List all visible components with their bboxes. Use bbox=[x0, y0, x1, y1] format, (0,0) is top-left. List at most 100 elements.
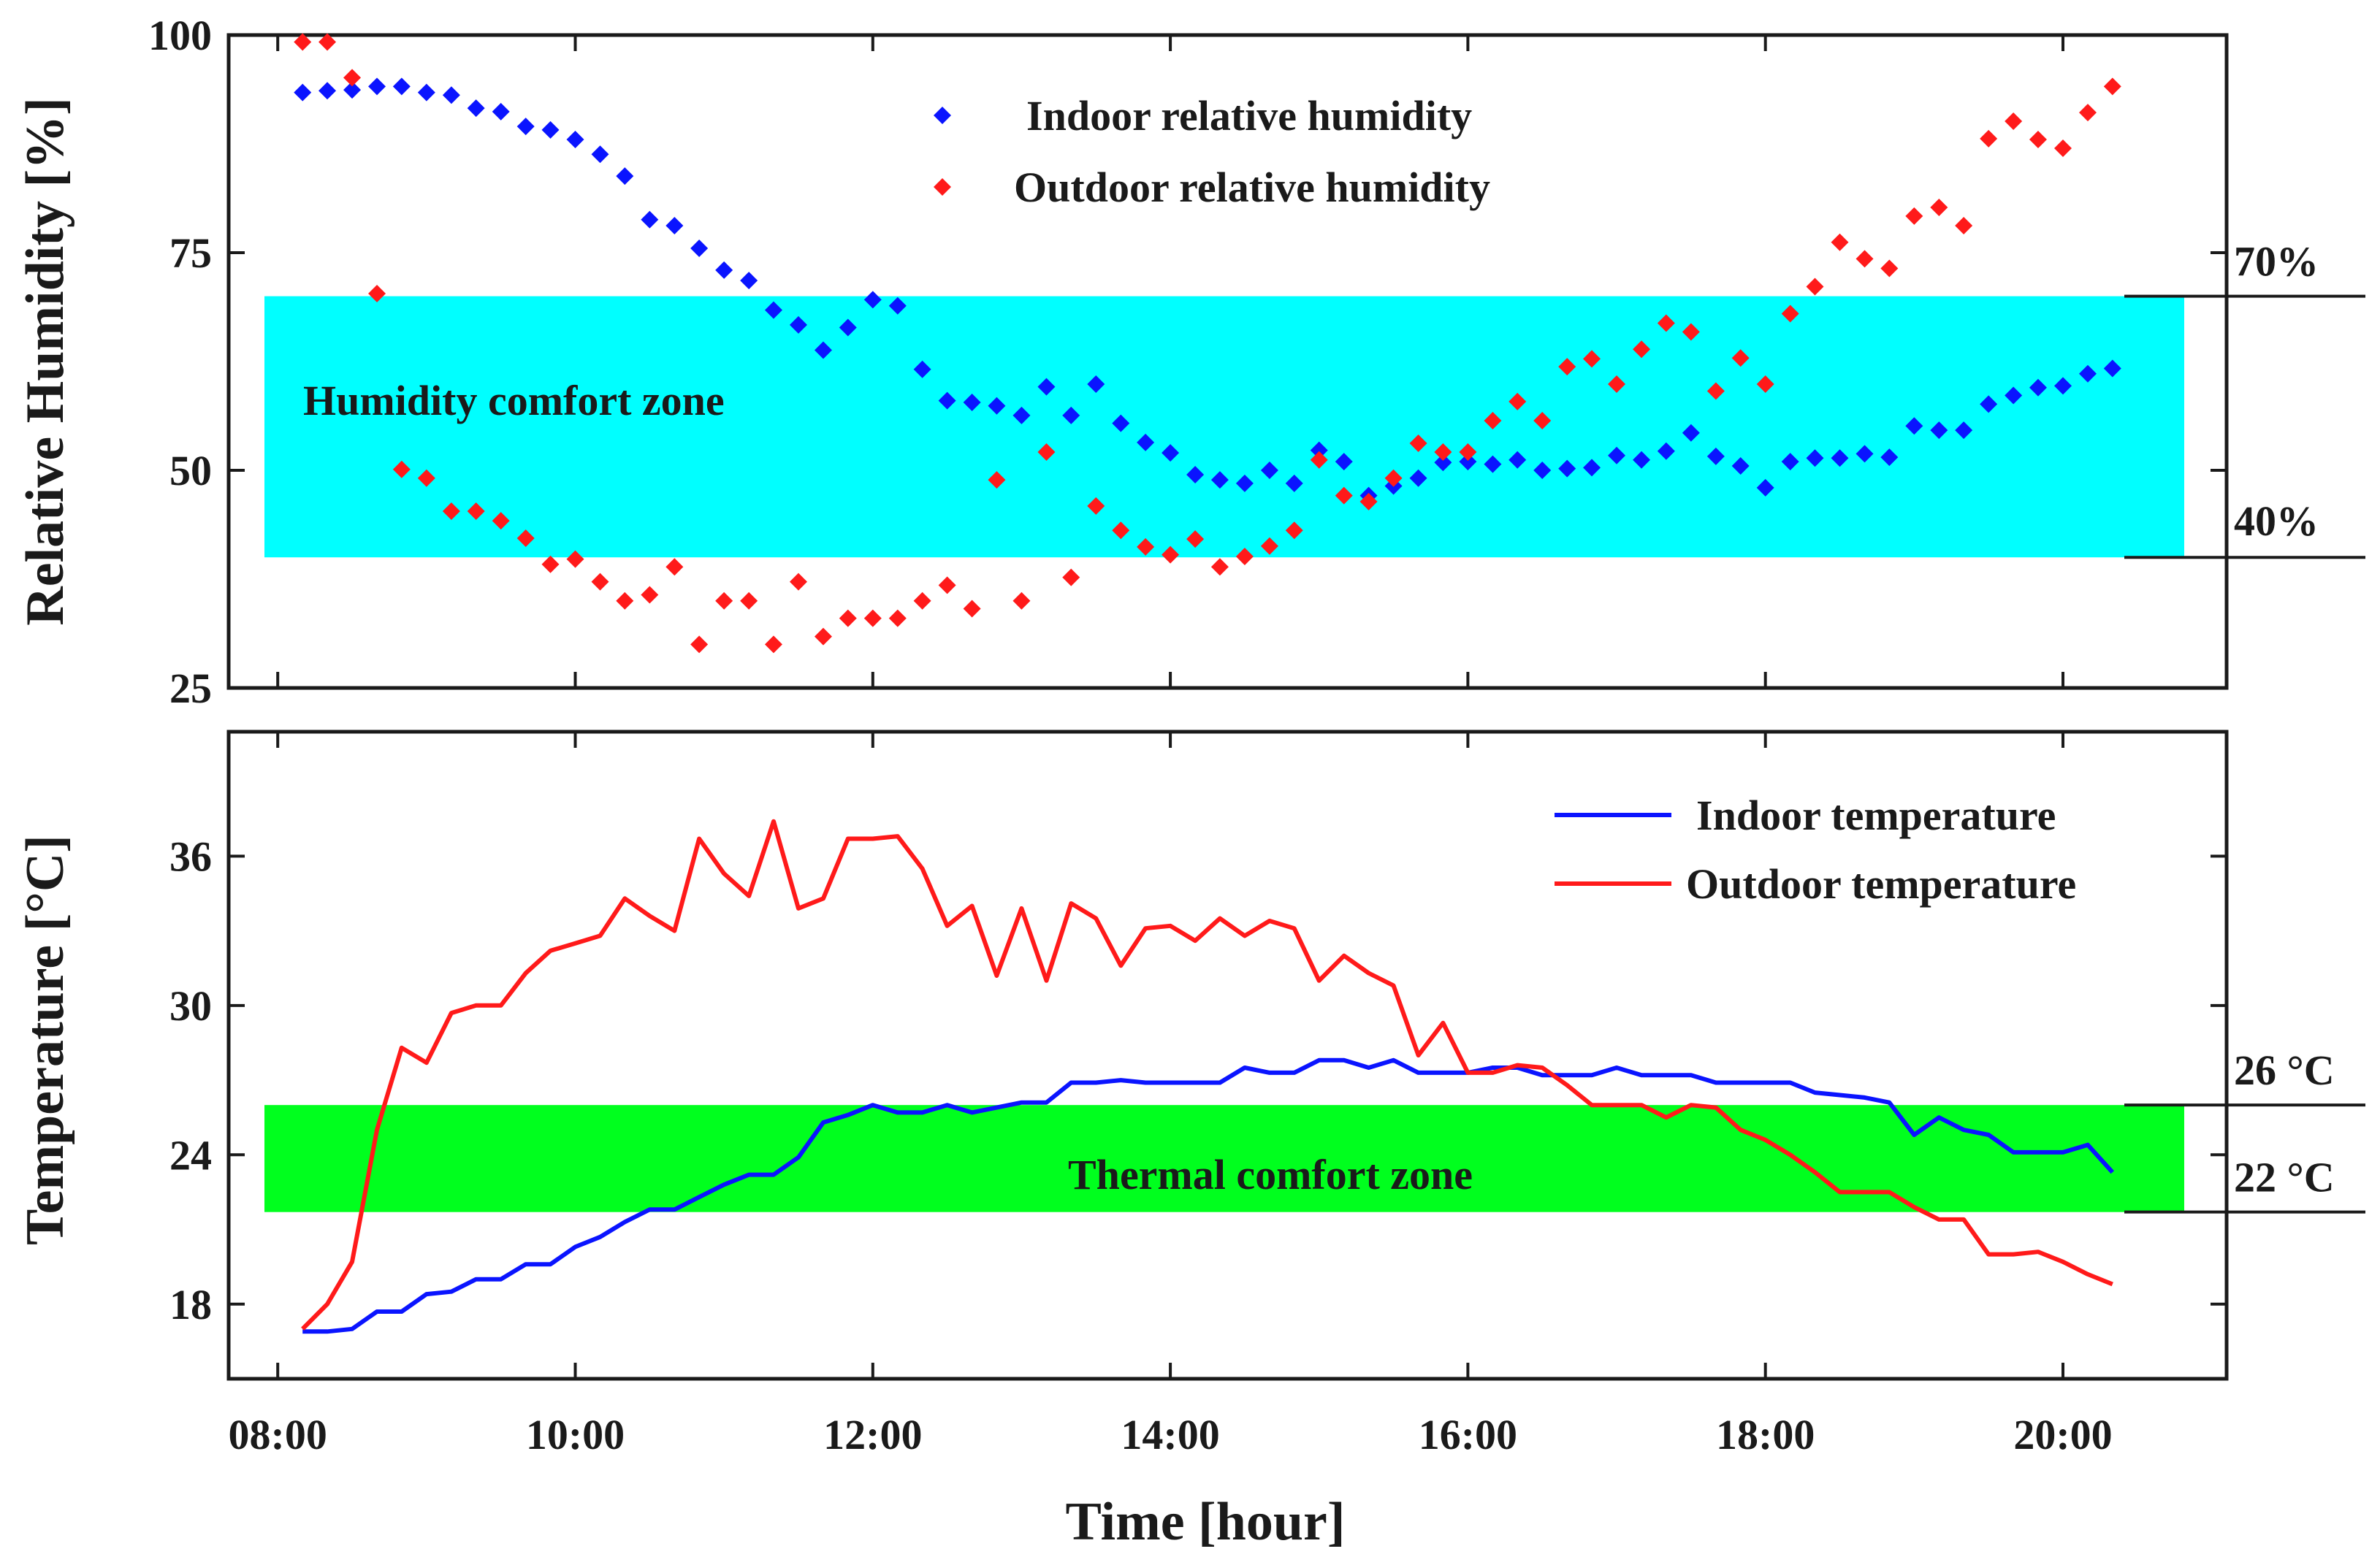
indoor-humidity-point bbox=[2005, 386, 2023, 405]
indoor-humidity-point bbox=[1880, 448, 1899, 467]
outdoor-humidity-point bbox=[566, 550, 584, 568]
indoor-humidity-point bbox=[467, 99, 485, 118]
outdoor-humidity-point bbox=[492, 512, 510, 530]
outdoor-humidity-point bbox=[1509, 392, 1527, 410]
humidity-upper-marker-label: 70% bbox=[2234, 238, 2319, 286]
y-tick-label: 24 bbox=[169, 1131, 212, 1179]
x-tick-label: 08:00 bbox=[229, 1411, 327, 1458]
x-tick-label: 16:00 bbox=[1419, 1411, 1517, 1458]
temperature-legend: Indoor temperature Outdoor temperature bbox=[1555, 792, 2076, 908]
indoor-humidity-point bbox=[368, 77, 386, 96]
outdoor-humidity-point bbox=[1633, 340, 1651, 359]
indoor-humidity-point bbox=[1335, 453, 1353, 471]
outdoor-humidity-point bbox=[963, 600, 981, 618]
outdoor-humidity-point bbox=[1384, 469, 1403, 487]
indoor-humidity-point bbox=[1310, 441, 1328, 459]
outdoor-humidity-point bbox=[319, 33, 337, 51]
indoor-humidity-point bbox=[591, 145, 609, 164]
outdoor-humidity-point bbox=[1930, 199, 1948, 217]
x-axis-tick-labels: 08:00 10:00 12:00 14:00 16:00 18:00 20:00 bbox=[229, 1411, 2113, 1458]
y-tick-label: 100 bbox=[148, 12, 212, 59]
x-tick-label: 18:00 bbox=[1716, 1411, 1815, 1458]
indoor-humidity-point bbox=[1930, 421, 1948, 440]
outdoor-humidity-point bbox=[1583, 350, 1601, 368]
outdoor-humidity-point bbox=[1855, 250, 1874, 268]
outdoor-humidity-point bbox=[1682, 323, 1700, 341]
indoor-humidity-point bbox=[566, 131, 584, 149]
outdoor-humidity-point bbox=[938, 576, 956, 594]
x-tick-label: 20:00 bbox=[2013, 1411, 2112, 1458]
indoor-humidity-point bbox=[541, 120, 560, 139]
outdoor-humidity-point bbox=[1781, 305, 1799, 323]
outdoor-humidity-point bbox=[1210, 558, 1229, 576]
y-tick-label: 75 bbox=[169, 229, 212, 277]
x-tick-label: 12:00 bbox=[823, 1411, 922, 1458]
outdoor-humidity-point bbox=[591, 573, 609, 591]
temperature-plot-frame bbox=[226, 730, 2229, 1381]
legend-outdoor-temperature-label: Outdoor temperature bbox=[1686, 860, 2076, 908]
indoor-humidity-point bbox=[814, 341, 832, 359]
outdoor-humidity-point bbox=[417, 469, 435, 487]
outdoor-humidity-point bbox=[1459, 443, 1477, 461]
temperature-y-axis-title: Temperature [°C] bbox=[15, 835, 75, 1245]
outdoor-humidity-point bbox=[1012, 592, 1031, 610]
outdoor-humidity-point bbox=[1037, 443, 1056, 461]
indoor-humidity-point bbox=[1260, 462, 1278, 479]
outdoor-humidity-point bbox=[541, 555, 560, 573]
indoor-humidity-point bbox=[963, 394, 981, 412]
indoor-humidity-point bbox=[1162, 444, 1180, 462]
indoor-humidity-point bbox=[1434, 454, 1452, 472]
indoor-humidity-point bbox=[690, 240, 709, 258]
indoor-humidity-point bbox=[442, 86, 460, 104]
outdoor-humidity-point bbox=[1162, 546, 1180, 564]
indoor-humidity-point bbox=[1756, 478, 1774, 497]
indoor-humidity-point bbox=[1037, 378, 1056, 396]
outdoor-humidity-point bbox=[988, 471, 1006, 489]
indoor-humidity-point bbox=[343, 81, 362, 99]
outdoor-humidity-point bbox=[1533, 412, 1552, 430]
x-tick-label: 14:00 bbox=[1121, 1411, 1219, 1458]
outdoor-humidity-point bbox=[1310, 451, 1328, 469]
outdoor-humidity-point bbox=[814, 627, 832, 646]
outdoor-humidity-point bbox=[516, 529, 535, 547]
outdoor-humidity-point bbox=[616, 592, 634, 610]
indoor-humidity-point bbox=[417, 83, 435, 102]
x-axis-title: Time [hour] bbox=[1065, 1492, 1345, 1552]
indoor-humidity-point bbox=[1806, 449, 1824, 467]
outdoor-humidity-point bbox=[442, 502, 460, 521]
outdoor-humidity-point bbox=[392, 460, 411, 478]
humidity-legend: Indoor relative humidity Outdoor relativ… bbox=[934, 92, 1490, 211]
outdoor-humidity-point bbox=[740, 592, 758, 610]
indoor-humidity-point bbox=[1459, 453, 1477, 471]
outdoor-humidity-point bbox=[1558, 358, 1576, 376]
outdoor-humidity-series bbox=[294, 33, 2121, 654]
indoor-humidity-point bbox=[2053, 377, 2072, 395]
outdoor-humidity-point bbox=[1409, 435, 1427, 453]
indoor-humidity-point bbox=[1608, 446, 1626, 464]
humidity-plot-frame bbox=[226, 33, 2229, 690]
outdoor-humidity-point bbox=[1285, 521, 1303, 540]
temperature-ticks: 36 30 24 18 bbox=[169, 732, 2227, 1379]
outdoor-humidity-point bbox=[839, 609, 857, 627]
indoor-humidity-point bbox=[492, 102, 510, 120]
y-tick-label: 36 bbox=[169, 833, 212, 880]
indoor-humidity-point bbox=[1235, 474, 1254, 492]
temperature-panel: 36 30 24 18 Thermal comfort zone 26 °C 22 °… bbox=[15, 730, 2365, 1381]
outdoor-humidity-point bbox=[1087, 497, 1105, 515]
indoor-humidity-point bbox=[641, 210, 659, 229]
outdoor-humidity-point bbox=[1657, 314, 1675, 332]
outdoor-humidity-point bbox=[1831, 233, 1849, 251]
indoor-humidity-point bbox=[516, 118, 535, 136]
outdoor-humidity-point bbox=[467, 502, 485, 521]
indoor-humidity-point bbox=[913, 360, 931, 378]
indoor-humidity-point bbox=[1781, 453, 1799, 471]
outdoor-humidity-point bbox=[1235, 548, 1254, 566]
outdoor-humidity-point bbox=[665, 558, 684, 576]
outdoor-humidity-point bbox=[1112, 521, 1130, 540]
outdoor-humidity-point bbox=[1806, 278, 1824, 296]
indoor-humidity-point bbox=[1484, 455, 1502, 473]
indoor-humidity-point bbox=[2078, 364, 2097, 383]
indoor-humidity-point bbox=[1731, 457, 1750, 475]
indoor-humidity-point bbox=[1509, 451, 1527, 469]
outdoor-humidity-point bbox=[690, 635, 709, 654]
